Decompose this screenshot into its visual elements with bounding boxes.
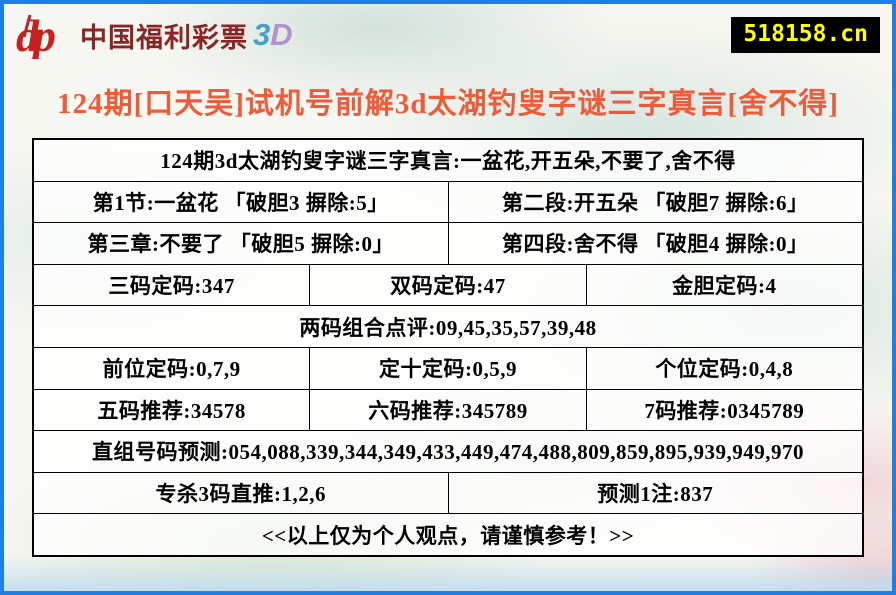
- table-cell-section1: 第1节:一盆花 「破胆3 摒除:5」: [34, 181, 448, 223]
- table-row: 前位定码:0,7,9 定十定码:0,5,9 个位定码:0,4,8: [34, 347, 862, 390]
- table-row: 第三章:不要了 「破胆5 摒除:0」 第四段:舍不得 「破胆4 摒除:0」: [34, 223, 862, 265]
- table-cell-units: 个位定码:0,4,8: [585, 347, 862, 389]
- table-cell-section2: 第二段:开五朵 「破胆7 摒除:6」: [447, 181, 862, 223]
- cwl-emblem-icon: dp: [16, 11, 72, 59]
- table-row: 直组号码预测:054,088,339,344,349,433,449,474,4…: [34, 431, 862, 473]
- table-cell-front: 前位定码:0,7,9: [34, 347, 310, 389]
- table-cell-riddle: 124期3d太湖钓叟字谜三字真言:一盆花,开五朵,不要了,舍不得: [34, 140, 862, 181]
- brand-text: 中国福利彩票: [80, 22, 248, 53]
- table-row: 两码组合点评:09,45,35,57,39,48: [34, 306, 862, 348]
- brand-3: 3: [253, 17, 271, 52]
- table-cell-combo: 两码组合点评:09,45,35,57,39,48: [34, 306, 862, 347]
- brand-3d: 3D: [253, 17, 293, 53]
- table-row: 五码推荐:34578 六码推荐:345789 7码推荐:0345789: [34, 389, 862, 432]
- table-cell-tens: 定十定码:0,5,9: [309, 347, 586, 389]
- brand-d: D: [270, 17, 293, 52]
- table-row: 三码定码:347 双码定码:47 金胆定码:4: [34, 264, 862, 307]
- table-cell-six: 六码推荐:345789: [309, 389, 586, 431]
- table-cell-kill: 专杀3码直推:1,2,6: [34, 472, 448, 514]
- table-row: <<以上仅为个人观点，请谨慎参考！>>: [34, 514, 862, 555]
- table-cell-section3: 第三章:不要了 「破胆5 摒除:0」: [34, 223, 448, 264]
- site-url-badge[interactable]: 518158.cn: [731, 17, 880, 53]
- table-cell-twocode: 双码定码:47: [309, 264, 586, 306]
- table-cell-five: 五码推荐:34578: [34, 389, 310, 431]
- table-row: 第1节:一盆花 「破胆3 摒除:5」 第二段:开五朵 「破胆7 摒除:6」: [34, 181, 862, 224]
- svg-text:dp: dp: [16, 11, 55, 59]
- table-cell-section4: 第四段:舍不得 「破胆4 摒除:0」: [447, 223, 862, 264]
- prediction-table: 124期3d太湖钓叟字谜三字真言:一盆花,开五朵,不要了,舍不得 第1节:一盆花…: [32, 138, 864, 557]
- table-cell-direct: 直组号码预测:054,088,339,344,349,433,449,474,4…: [34, 431, 862, 472]
- table-row: 专杀3码直推:1,2,6 预测1注:837: [34, 472, 862, 515]
- table-cell-onebet: 预测1注:837: [447, 472, 862, 514]
- table-row: 124期3d太湖钓叟字谜三字真言:一盆花,开五朵,不要了,舍不得: [34, 140, 862, 182]
- table-cell-seven: 7码推荐:0345789: [585, 389, 862, 431]
- table-cell-goldcode: 金胆定码:4: [585, 264, 862, 306]
- header: dp 中国福利彩票 3D 518158.cn: [4, 4, 892, 66]
- lottery-logo: dp 中国福利彩票 3D: [16, 11, 293, 59]
- table-cell-disclaimer: <<以上仅为个人观点，请谨慎参考！>>: [34, 514, 862, 555]
- page-title: 124期[口天吴]试机号前解3d太湖钓叟字谜三字真言[舍不得]: [57, 88, 839, 120]
- table-cell-threecode: 三码定码:347: [34, 264, 310, 306]
